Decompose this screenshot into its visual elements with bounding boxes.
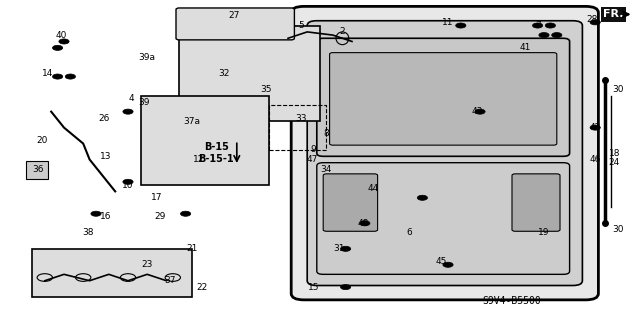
Text: 5: 5 [298,21,303,30]
Text: 13: 13 [100,152,111,161]
Text: 8: 8 [324,130,329,138]
Bar [141,96,269,185]
Circle shape [33,167,44,172]
Text: 28: 28 [586,15,598,24]
Text: 21: 21 [186,244,198,253]
Circle shape [590,20,600,25]
Text: 32: 32 [218,69,230,78]
Circle shape [52,74,63,79]
Text: 40: 40 [55,31,67,40]
Text: 9: 9 [311,145,316,154]
FancyBboxPatch shape [330,53,557,145]
Text: 26: 26 [98,114,109,122]
FancyBboxPatch shape [512,174,560,231]
Text: 31: 31 [333,244,345,253]
Text: 4: 4 [129,94,134,103]
Text: 35: 35 [260,85,271,94]
Text: 39a: 39a [139,53,156,62]
Text: 46: 46 [589,155,601,164]
Text: FR.: FR. [603,9,623,19]
Text: 16: 16 [100,212,111,221]
Text: 37a: 37a [184,117,200,126]
Bar [26,161,48,179]
FancyBboxPatch shape [291,6,598,300]
Circle shape [59,39,69,44]
Text: 34: 34 [321,165,332,174]
Text: B-15
B-15-1: B-15 B-15-1 [198,142,234,164]
Text: 19: 19 [538,228,550,237]
Text: 33: 33 [295,114,307,122]
FancyBboxPatch shape [323,174,378,231]
Text: 38: 38 [83,228,94,237]
Circle shape [123,179,133,184]
Bar [179,26,320,121]
Text: 39: 39 [138,98,150,107]
Circle shape [456,23,466,28]
Bar [32,249,192,297]
Text: 27: 27 [228,11,239,20]
Text: 7: 7 [535,21,540,30]
Circle shape [552,33,562,38]
Text: 41: 41 [519,43,531,52]
Circle shape [443,262,453,267]
Text: 11: 11 [442,18,454,27]
Text: 30: 30 [612,225,623,234]
Text: 48: 48 [358,219,369,228]
Text: S9V4-B5500: S9V4-B5500 [483,296,541,306]
Text: 20: 20 [36,136,47,145]
Text: 43: 43 [471,107,483,116]
Circle shape [360,221,370,226]
Text: 36: 36 [33,165,44,174]
Text: 23: 23 [141,260,153,269]
Circle shape [65,74,76,79]
Circle shape [532,23,543,28]
Circle shape [123,109,133,114]
Circle shape [340,246,351,251]
Text: 10: 10 [122,181,134,189]
Circle shape [545,23,556,28]
Text: 29: 29 [154,212,166,221]
Text: 18: 18 [609,149,620,158]
Text: 6: 6 [407,228,412,237]
Text: 24: 24 [609,158,620,167]
Text: 12: 12 [193,155,204,164]
Circle shape [539,33,549,38]
Text: 45: 45 [436,257,447,266]
Circle shape [340,285,351,290]
FancyBboxPatch shape [317,38,570,156]
Text: 37: 37 [164,276,175,285]
Text: 14: 14 [42,69,54,78]
Text: 44: 44 [367,184,379,193]
Circle shape [590,125,600,130]
Text: 17: 17 [151,193,163,202]
Circle shape [417,195,428,200]
Text: 42: 42 [589,123,601,132]
FancyBboxPatch shape [176,8,294,40]
Text: 2: 2 [340,27,345,36]
Circle shape [91,211,101,216]
FancyBboxPatch shape [317,163,570,274]
Text: 15: 15 [308,283,319,292]
Circle shape [180,211,191,216]
Text: 22: 22 [196,283,207,292]
Circle shape [475,109,485,114]
Circle shape [52,45,63,50]
FancyBboxPatch shape [307,21,582,286]
Text: 30: 30 [612,85,623,94]
Text: 47: 47 [307,155,318,164]
Bar [269,105,326,150]
